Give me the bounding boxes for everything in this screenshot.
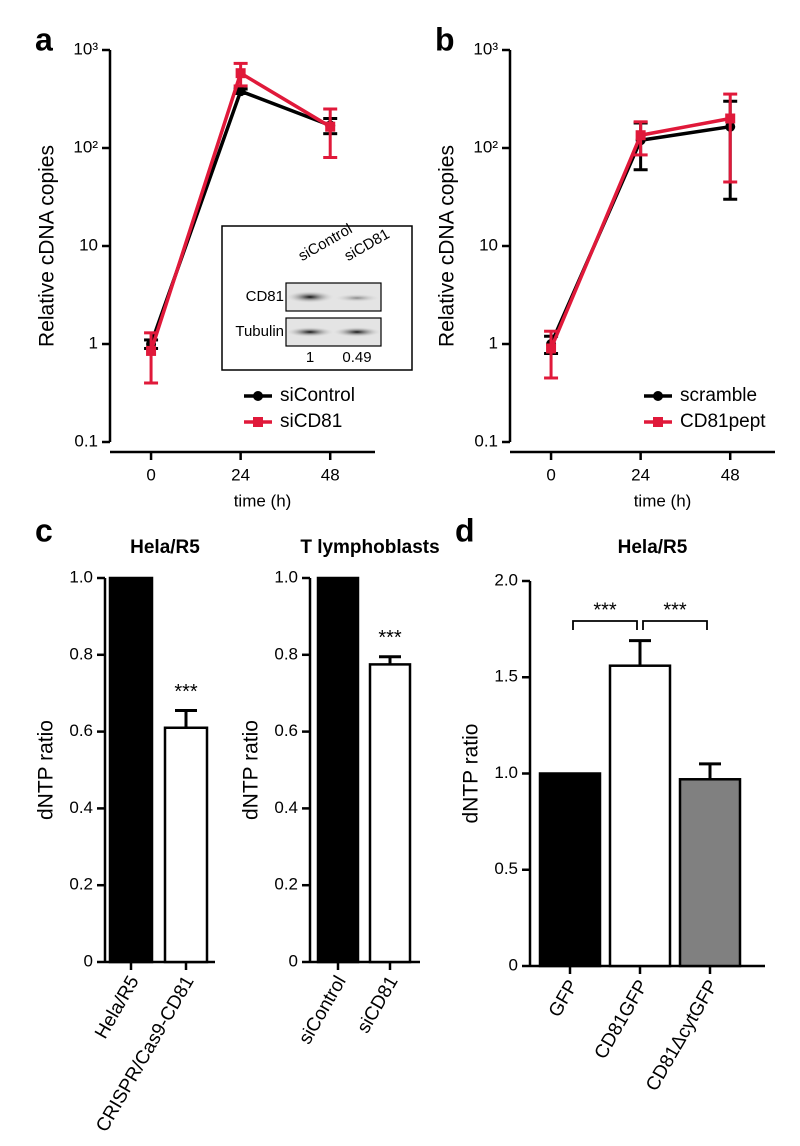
y-tick-label: 1.0 — [494, 763, 518, 782]
y-tick-label: 0.5 — [494, 859, 518, 878]
legend-marker — [253, 391, 263, 401]
y-axis-label: dNTP ratio — [35, 720, 58, 820]
y-tick-label: 2.0 — [494, 570, 518, 589]
significance: *** — [663, 599, 687, 621]
y-tick-label: 10³ — [473, 39, 498, 58]
legend-label: siControl — [280, 385, 355, 406]
panel-label: d — [455, 512, 475, 548]
legend-label: CD81pept — [680, 411, 766, 432]
x-tick-label: GFP — [545, 977, 583, 1021]
x-tick-label: 24 — [631, 465, 650, 484]
y-tick-label: 0.8 — [69, 644, 93, 663]
quantification: 0.49 — [342, 349, 371, 366]
chart-title: Hela/R5 — [130, 537, 200, 558]
y-tick-label: 0.4 — [69, 798, 93, 817]
y-tick-label: 10 — [79, 235, 98, 254]
bar — [678, 778, 742, 968]
panel-label: a — [35, 21, 53, 57]
blot-band — [335, 294, 379, 302]
legend-marker — [653, 417, 663, 427]
y-tick-label: 0.6 — [274, 721, 298, 740]
x-tick-label: CRISPR/Cas9-CD81 — [92, 973, 198, 1136]
y-tick-label: 1.0 — [274, 567, 298, 586]
x-tick-label: CD81GFP — [591, 977, 653, 1063]
blot-band — [286, 327, 334, 337]
marker — [146, 345, 157, 356]
x-tick-label: 48 — [721, 465, 740, 484]
y-axis-label: dNTP ratio — [240, 720, 263, 820]
x-tick-label: siControl — [295, 973, 351, 1048]
row-label: Tubulin — [235, 323, 284, 340]
inset-blot: siControl siCD81 CD81 Tubulin 1 0.49 — [221, 221, 413, 371]
x-tick-label: CD81ΔcytGFP — [642, 977, 722, 1095]
x-tick-label: Hela/R5 — [91, 973, 144, 1043]
y-axis-label: dNTP ratio — [460, 724, 483, 824]
y-tick-label: 10² — [473, 137, 498, 156]
y-tick-label: 1.5 — [494, 667, 518, 686]
marker — [546, 343, 557, 354]
significance: *** — [174, 681, 198, 703]
bar — [108, 576, 154, 964]
legend-label: scramble — [680, 385, 757, 406]
y-tick-label: 1 — [489, 333, 498, 352]
y-tick-label: 10² — [73, 137, 98, 156]
y-tick-label: 0.1 — [474, 431, 498, 450]
bar — [316, 576, 360, 964]
marker — [325, 121, 336, 132]
legend-label: siCD81 — [280, 411, 342, 432]
marker — [725, 113, 736, 124]
significance: *** — [378, 627, 402, 649]
y-tick-label: 0.8 — [274, 644, 298, 663]
bar — [538, 772, 602, 968]
blot-band — [286, 291, 334, 303]
x-tick-label: siCD81 — [353, 973, 402, 1037]
y-axis-label: Relative cDNA copies — [36, 145, 59, 347]
chart-title: T lymphoblasts — [300, 537, 439, 558]
y-tick-label: 0.4 — [274, 798, 298, 817]
y-tick-label: 0 — [289, 951, 298, 970]
y-tick-label: 0.2 — [69, 875, 93, 894]
blot-band — [333, 327, 381, 337]
quantification: 1 — [306, 349, 314, 366]
bar — [368, 663, 412, 964]
y-tick-label: 0.6 — [69, 721, 93, 740]
bar — [608, 664, 672, 968]
y-tick-label: 1.0 — [69, 567, 93, 586]
y-tick-label: 10³ — [73, 39, 98, 58]
x-tick-label: 0 — [546, 465, 555, 484]
marker — [235, 86, 246, 97]
y-tick-label: 1 — [89, 333, 98, 352]
bar — [163, 726, 209, 964]
row-label: CD81 — [246, 288, 284, 305]
panel-label: b — [435, 21, 455, 57]
significance: *** — [593, 599, 617, 621]
marker — [235, 68, 246, 79]
x-axis-label: time (h) — [634, 491, 692, 510]
legend-marker — [253, 417, 263, 427]
y-tick-label: 0 — [509, 955, 518, 974]
y-tick-label: 0.2 — [274, 875, 298, 894]
x-tick-label: 24 — [231, 465, 250, 484]
significance-bracket — [572, 620, 638, 630]
y-tick-label: 0.1 — [74, 431, 98, 450]
significance-bracket — [642, 620, 708, 630]
x-tick-label: 48 — [321, 465, 340, 484]
chart-title: Hela/R5 — [618, 537, 688, 558]
marker — [635, 130, 646, 141]
panel-label: c — [35, 512, 53, 548]
y-tick-label: 10 — [479, 235, 498, 254]
x-tick-label: 0 — [146, 465, 155, 484]
legend-marker — [653, 391, 663, 401]
x-axis-label: time (h) — [234, 491, 292, 510]
y-tick-label: 0 — [84, 951, 93, 970]
y-axis-label: Relative cDNA copies — [436, 145, 459, 347]
